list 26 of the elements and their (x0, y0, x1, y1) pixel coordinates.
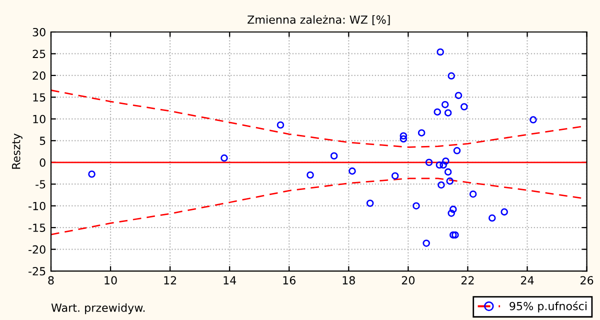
x-tick-label: 16 (283, 276, 296, 284)
x-tick-label: 8 (48, 276, 54, 284)
y-axis-title: Reszty (12, 134, 22, 169)
y-tick-label: 20 (32, 71, 46, 80)
x-tick-label: 18 (342, 276, 355, 284)
y-tick-label: 5 (40, 136, 46, 146)
x-tick-label: 14 (224, 276, 236, 284)
x-tick-label: 22 (461, 276, 474, 284)
x-tick-label: 12 (164, 276, 176, 284)
y-tick-label: -15 (28, 224, 46, 232)
x-tick-label: 26 (580, 276, 594, 284)
legend-label: 95% p.ufności (510, 301, 586, 312)
y-tick-label: 0 (40, 158, 46, 167)
x-tick-label: 20 (402, 276, 415, 284)
y-tick-label: 25 (32, 50, 46, 58)
y-tick-label: -5 (36, 180, 46, 188)
y-tick-label: 10 (33, 114, 46, 124)
x-tick-label: 10 (104, 276, 117, 284)
y-tick-label: 15 (33, 93, 46, 102)
y-tick-label: -20 (28, 245, 46, 254)
y-tick-label: 30 (32, 28, 46, 36)
x-axis-title: Wart. przewidyw. (51, 303, 145, 314)
x-tick-label: 24 (521, 276, 534, 284)
chart-title: Zmienna zależna: WZ [%] (248, 15, 390, 26)
y-tick-label: -25 (28, 267, 46, 276)
y-tick-label: -10 (28, 202, 46, 210)
